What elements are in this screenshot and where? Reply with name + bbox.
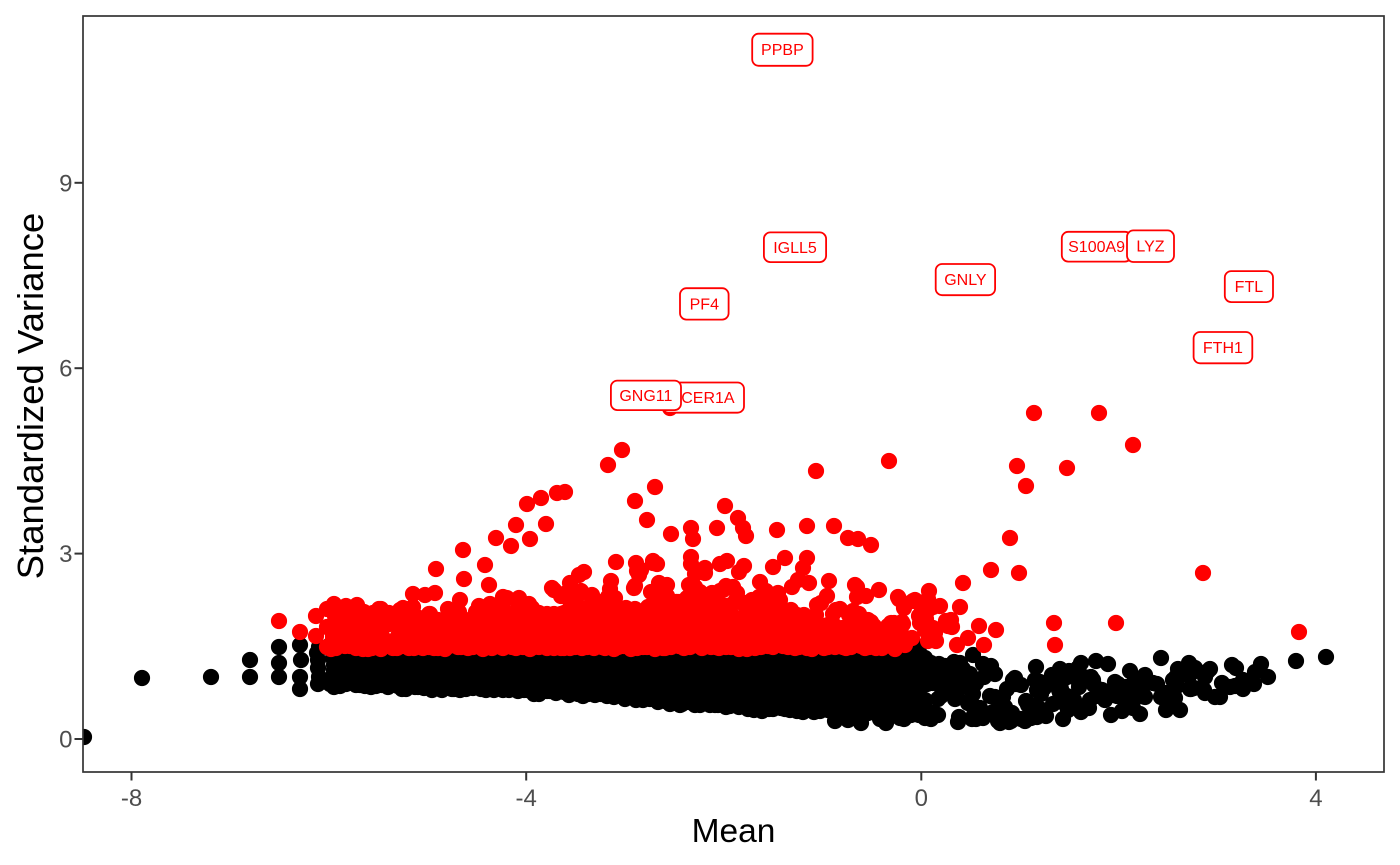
svg-text:GNG11: GNG11 [619,388,672,405]
svg-text:4: 4 [1309,785,1322,812]
svg-text:-4: -4 [516,785,537,812]
svg-text:S100A9: S100A9 [1068,239,1125,256]
svg-text:PF4: PF4 [690,296,719,313]
svg-text:3: 3 [59,541,72,568]
svg-text:6: 6 [59,356,72,383]
svg-text:Mean: Mean [692,813,776,850]
svg-text:PPBP: PPBP [761,42,804,59]
svg-text:9: 9 [59,170,72,197]
svg-text:0: 0 [915,785,928,812]
svg-text:FCER1A: FCER1A [671,390,734,407]
svg-text:IGLL5: IGLL5 [773,240,817,257]
svg-text:LYZ: LYZ [1136,239,1164,256]
svg-text:Standardized Variance: Standardized Variance [10,213,51,580]
svg-text:0: 0 [59,727,72,754]
svg-text:FTL: FTL [1235,279,1264,296]
svg-text:GNLY: GNLY [944,272,987,289]
svg-text:-8: -8 [121,785,142,812]
svg-text:FTH1: FTH1 [1203,340,1243,357]
